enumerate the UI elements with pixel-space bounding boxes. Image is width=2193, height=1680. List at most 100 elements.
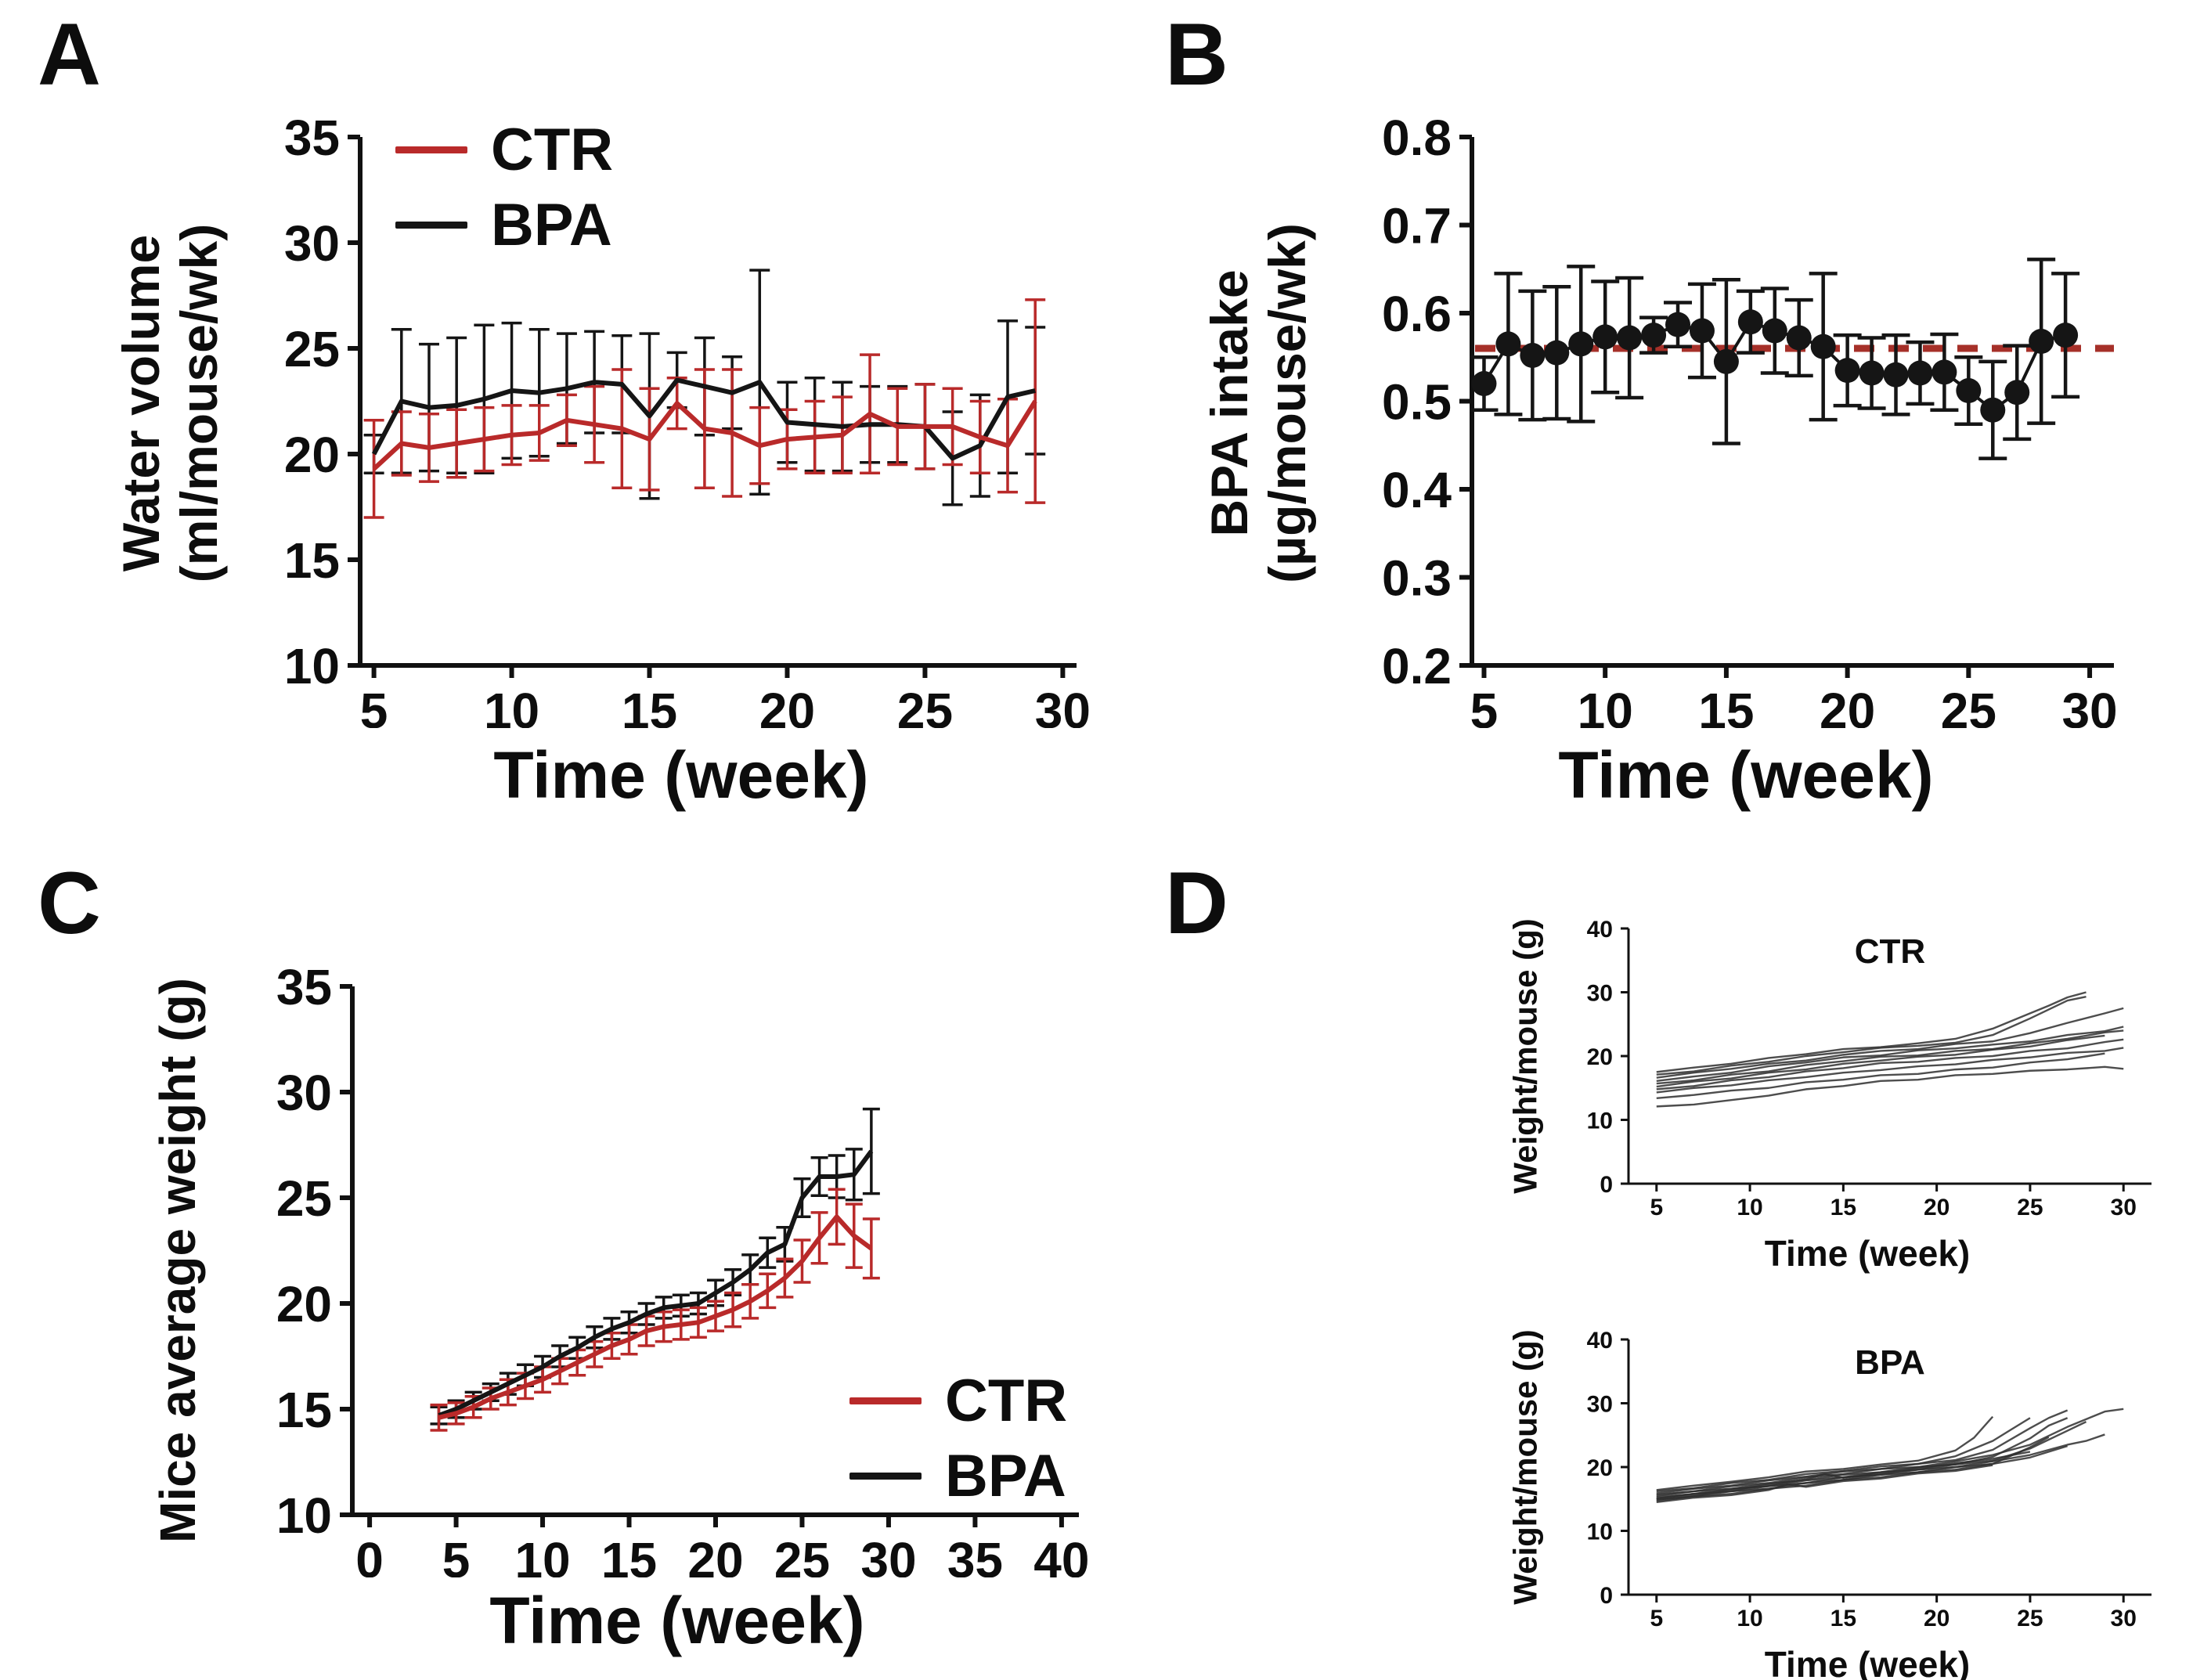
svg-text:20: 20 (1587, 1455, 1613, 1481)
svg-text:20: 20 (1820, 683, 1875, 728)
svg-text:15: 15 (1831, 1606, 1856, 1631)
svg-text:0.8: 0.8 (1382, 110, 1452, 166)
ctr-line-swatch (395, 146, 467, 154)
svg-text:20: 20 (1924, 1195, 1950, 1220)
svg-text:0.5: 0.5 (1382, 374, 1452, 431)
svg-text:30: 30 (1587, 1391, 1613, 1417)
svg-text:20: 20 (1587, 1044, 1613, 1070)
panel-a-x-axis-title: Time (week) (493, 738, 869, 812)
panel-b-ylabel-line1: BPA intake (1200, 269, 1259, 537)
panel-d-bpa-y-axis-title: Weight/mouse (g) (1506, 1329, 1543, 1605)
svg-text:25: 25 (276, 1170, 332, 1227)
panel-c-ylabel: Mice average weight (g) (150, 978, 207, 1543)
svg-text:35: 35 (276, 959, 332, 1015)
panel-a: A Water volume (ml/mouse/wk) 10 15 20 25 30 3… (0, 0, 1096, 822)
bpa-line-swatch (849, 1473, 922, 1480)
svg-text:30: 30 (2061, 683, 2117, 728)
panel-d-bpa-x-axis-title: Time (week) (1764, 1644, 1971, 1680)
svg-text:0: 0 (1600, 1583, 1613, 1609)
legend-item-ctr: CTR (849, 1370, 1067, 1433)
panel-b: B BPA intake (µg/mouse/wk) 0.2 0.3 0.4 0.5 0… (1096, 0, 2193, 822)
svg-text:0.6: 0.6 (1382, 286, 1452, 342)
legend-label-ctr: CTR (945, 1368, 1068, 1434)
panel-d-ctr-chart: 0 10 20 30 40 5 10 15 20 25 30 CTR (1587, 917, 2152, 1220)
svg-text:5: 5 (1650, 1606, 1663, 1631)
svg-text:15: 15 (622, 683, 677, 728)
legend-label-bpa: BPA (945, 1442, 1066, 1509)
svg-text:0.7: 0.7 (1382, 198, 1452, 254)
svg-text:10: 10 (1587, 1519, 1613, 1545)
legend-label-ctr: CTR (491, 117, 614, 183)
panel-d-bpa-ylabel: Weight/mouse (g) (1506, 1329, 1544, 1605)
svg-text:40: 40 (1587, 1328, 1613, 1354)
svg-text:40: 40 (1587, 917, 1613, 943)
svg-text:30: 30 (2111, 1606, 2137, 1631)
panel-c-label: C (38, 854, 101, 952)
svg-text:10: 10 (1737, 1195, 1762, 1220)
panel-b-label: B (1165, 5, 1228, 103)
svg-text:15: 15 (284, 532, 340, 589)
panel-d-bpa-chart: 0 10 20 30 40 5 10 15 20 25 30 BPA (1587, 1328, 2152, 1631)
svg-text:20: 20 (1924, 1606, 1950, 1631)
svg-text:10: 10 (1587, 1108, 1613, 1134)
panel-a-legend: CTR BPA (395, 119, 613, 257)
svg-text:20: 20 (276, 1276, 332, 1332)
svg-text:15: 15 (276, 1382, 332, 1438)
panel-b-chart: 0.2 0.3 0.4 0.5 0.6 0.7 0.8 5 10 15 20 25 30 (1382, 110, 2118, 728)
panel-c-chart: 10 15 20 25 30 35 0 5 10 15 20 25 30 35 40 (276, 959, 1090, 1577)
ctr-line-swatch (849, 1397, 922, 1405)
svg-text:5: 5 (1470, 683, 1499, 728)
svg-text:15: 15 (1698, 683, 1754, 728)
svg-text:CTR: CTR (1855, 932, 1925, 971)
svg-text:15: 15 (601, 1532, 657, 1577)
svg-text:20: 20 (284, 427, 340, 483)
svg-text:0.3: 0.3 (1382, 550, 1452, 607)
svg-text:35: 35 (947, 1532, 1003, 1577)
svg-text:5: 5 (442, 1532, 471, 1577)
panel-b-ylabel-line2: (µg/mouse/wk) (1258, 223, 1316, 583)
panel-d-ctr-x-axis-title: Time (week) (1764, 1233, 1971, 1274)
legend-label-bpa: BPA (491, 191, 612, 258)
svg-text:30: 30 (2111, 1195, 2137, 1220)
svg-text:25: 25 (2017, 1195, 2043, 1220)
svg-text:35: 35 (284, 110, 340, 166)
panel-c-legend: CTR BPA (849, 1370, 1067, 1508)
svg-text:0: 0 (355, 1532, 384, 1577)
svg-text:30: 30 (284, 215, 340, 272)
svg-text:5: 5 (1650, 1195, 1663, 1220)
svg-text:20: 20 (759, 683, 815, 728)
svg-text:25: 25 (284, 321, 340, 377)
svg-text:10: 10 (484, 683, 539, 728)
svg-text:25: 25 (774, 1532, 830, 1577)
svg-text:15: 15 (1831, 1195, 1856, 1220)
panel-d-ctr-y-axis-title: Weight/mouse (g) (1506, 918, 1543, 1194)
panel-d: D Weight/mouse (g) 0 10 20 30 40 5 10 15 20 25 30 C… (1096, 822, 2193, 1680)
panel-b-x-axis-title: Time (week) (1558, 738, 1934, 812)
svg-text:30: 30 (276, 1065, 332, 1121)
panel-a-ylabel-line1: Water volume (112, 234, 171, 572)
panel-a-ylabel-line2: (ml/mouse/wk) (170, 223, 228, 583)
svg-text:25: 25 (1941, 683, 1996, 728)
svg-text:0.4: 0.4 (1382, 462, 1452, 518)
panel-a-y-axis-title: Water volume (ml/mouse/wk) (112, 223, 229, 583)
legend-item-bpa: BPA (849, 1442, 1067, 1509)
panel-c-x-axis-title: Time (week) (489, 1584, 865, 1657)
svg-text:0: 0 (1600, 1172, 1613, 1198)
svg-text:0.2: 0.2 (1382, 638, 1452, 694)
svg-text:10: 10 (1578, 683, 1633, 728)
panel-c-y-axis-title: Mice average weight (g) (150, 978, 207, 1543)
svg-text:BPA: BPA (1855, 1343, 1925, 1382)
svg-text:40: 40 (1033, 1532, 1089, 1577)
svg-text:10: 10 (284, 638, 340, 694)
svg-text:20: 20 (687, 1532, 743, 1577)
svg-text:5: 5 (360, 683, 388, 728)
svg-text:30: 30 (1587, 980, 1613, 1006)
panel-b-y-axis-title: BPA intake (µg/mouse/wk) (1200, 223, 1317, 583)
svg-text:10: 10 (276, 1487, 332, 1544)
legend-item-ctr: CTR (395, 119, 613, 182)
legend-item-bpa: BPA (395, 191, 613, 258)
svg-text:25: 25 (2017, 1606, 2043, 1631)
svg-text:10: 10 (1737, 1606, 1762, 1631)
panel-a-chart: 10 15 20 25 30 35 5 10 15 20 25 30 (284, 110, 1091, 728)
